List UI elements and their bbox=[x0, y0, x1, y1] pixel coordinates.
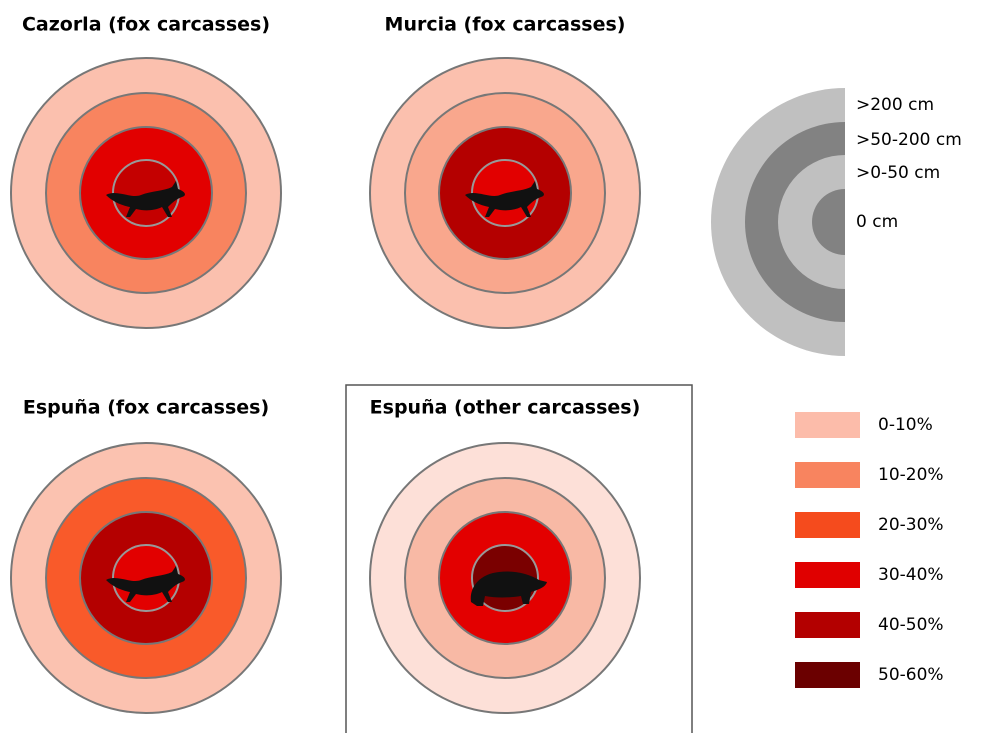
distance-band bbox=[778, 155, 845, 289]
animal-silhouette bbox=[465, 181, 544, 217]
panel-title: Murcia (fox carcasses) bbox=[385, 14, 626, 36]
distance-label: >200 cm bbox=[856, 95, 934, 115]
animal-silhouette bbox=[106, 566, 185, 602]
animal-silhouette bbox=[106, 181, 185, 217]
distance-label: >50-200 cm bbox=[856, 130, 962, 150]
panel-title: Espuña (fox carcasses) bbox=[23, 397, 269, 419]
panel-title: Cazorla (fox carcasses) bbox=[22, 14, 270, 36]
legend-swatch bbox=[795, 612, 860, 638]
distance-label: >0-50 cm bbox=[856, 163, 940, 183]
legend-label: 40-50% bbox=[878, 615, 944, 635]
legend-swatch bbox=[795, 412, 860, 438]
distance-band bbox=[812, 189, 845, 255]
legend-label: 0-10% bbox=[878, 415, 933, 435]
panel-title: Espuña (other carcasses) bbox=[370, 397, 641, 419]
legend-label: 50-60% bbox=[878, 665, 944, 685]
legend-swatch bbox=[795, 562, 860, 588]
legend-label: 10-20% bbox=[878, 465, 944, 485]
legend-swatch bbox=[795, 662, 860, 688]
legend-swatch bbox=[795, 512, 860, 538]
distance-label: 0 cm bbox=[856, 212, 898, 232]
legend-label: 20-30% bbox=[878, 515, 944, 535]
legend-swatch bbox=[795, 462, 860, 488]
panel-frame bbox=[345, 384, 693, 737]
legend-label: 30-40% bbox=[878, 565, 944, 585]
animal-silhouette bbox=[470, 571, 547, 606]
